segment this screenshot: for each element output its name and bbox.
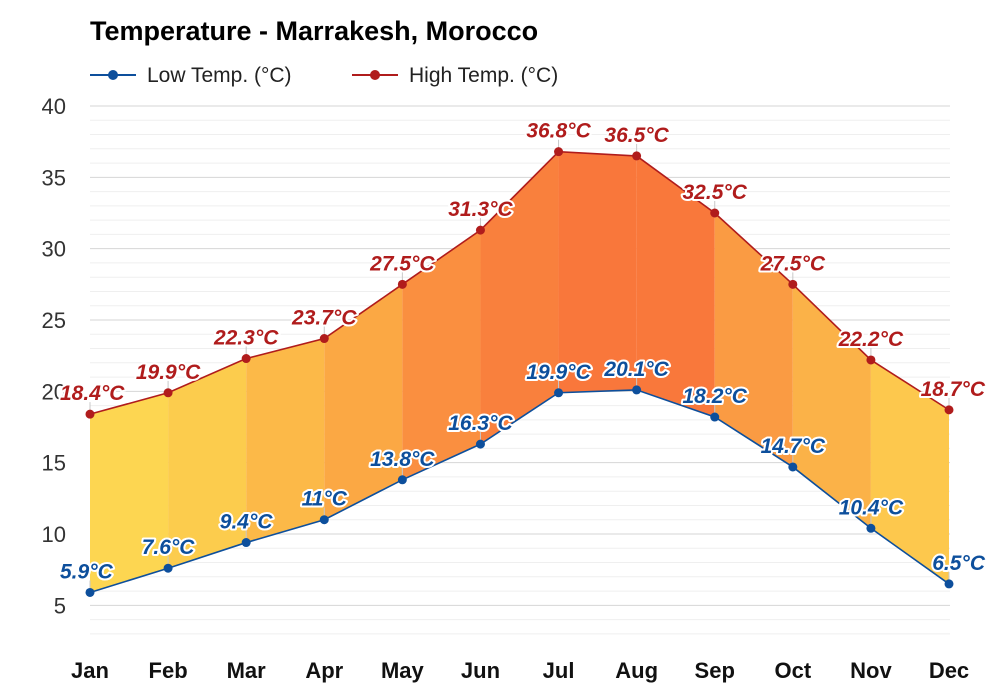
high-temp-point-feb[interactable] bbox=[163, 388, 173, 398]
low-temp-label-jun: 16.3°C bbox=[448, 412, 513, 435]
x-tick-label-may: May bbox=[381, 658, 425, 683]
area-band-jun bbox=[480, 151, 559, 445]
low-temp-point-oct[interactable] bbox=[788, 462, 798, 472]
y-tick-label: 35 bbox=[42, 165, 66, 190]
area-band-sep bbox=[714, 213, 793, 467]
data-points bbox=[85, 139, 954, 597]
low-temp-label-feb: 7.6°C bbox=[142, 536, 196, 559]
low-temp-point-apr[interactable] bbox=[319, 515, 329, 525]
legend-marker-high bbox=[370, 70, 380, 80]
area-band-apr bbox=[324, 284, 403, 520]
legend-item-low[interactable]: Low Temp. (°C) bbox=[90, 64, 292, 87]
high-temp-label-jun: 31.3°C bbox=[448, 198, 513, 221]
x-axis: Jan Feb Mar Apr May Jun Jul Aug Sep Oct Nov Dec bbox=[71, 658, 969, 683]
x-tick-label-aug: Aug bbox=[615, 658, 658, 683]
low-temp-label-nov: 10.4°C bbox=[839, 496, 904, 519]
x-tick-label-nov: Nov bbox=[850, 658, 892, 683]
area-band-aug bbox=[636, 155, 715, 418]
high-temp-point-dec[interactable] bbox=[944, 405, 954, 415]
low-temp-point-dec[interactable] bbox=[944, 579, 954, 589]
x-tick-label-apr: Apr bbox=[305, 658, 343, 683]
y-tick-label: 15 bbox=[42, 451, 66, 476]
high-temp-label-oct: 27.5°C bbox=[760, 252, 826, 275]
area-band-nov bbox=[870, 359, 949, 584]
low-temp-label-apr: 11°C bbox=[302, 488, 348, 511]
x-tick-label-feb: Feb bbox=[149, 658, 188, 683]
high-temp-line bbox=[89, 150, 950, 415]
area-band-feb bbox=[168, 358, 247, 569]
y-tick-label: 20 bbox=[42, 379, 66, 404]
high-temp-point-aug[interactable] bbox=[632, 151, 642, 161]
low-temp-label-jan: 5.9°C bbox=[60, 560, 114, 583]
area-band-mar bbox=[246, 338, 325, 543]
data-labels: 5.9°C 7.6°C 9.4°C 11°C 13.8°C 16.3°C 19.9°C 20.… bbox=[58, 118, 988, 586]
low-temp-point-jun[interactable] bbox=[475, 439, 485, 449]
y-tick-label: 10 bbox=[42, 522, 66, 547]
y-tick-label: 30 bbox=[42, 237, 66, 262]
high-temp-point-may[interactable] bbox=[397, 279, 407, 289]
area-bands bbox=[90, 151, 949, 593]
low-temp-label-aug: 20.1°C bbox=[603, 358, 669, 381]
low-temp-point-jan[interactable] bbox=[85, 587, 95, 597]
high-temp-point-jul[interactable] bbox=[554, 147, 564, 157]
low-temp-point-feb[interactable] bbox=[163, 563, 173, 573]
high-temp-label-aug: 36.5°C bbox=[604, 124, 669, 147]
chart-title: Temperature - Marrakesh, Morocco bbox=[90, 16, 538, 46]
low-temp-point-may[interactable] bbox=[397, 475, 407, 485]
low-temp-label-sep: 18.2°C bbox=[683, 385, 748, 408]
low-temp-label-mar: 9.4°C bbox=[220, 511, 274, 534]
x-tick-label-jul: Jul bbox=[543, 658, 575, 683]
low-temp-label-may: 13.8°C bbox=[370, 448, 435, 471]
legend: Low Temp. (°C) High Temp. (°C) bbox=[90, 64, 558, 87]
low-temp-label-jul: 19.9°C bbox=[526, 361, 591, 384]
legend-marker-low bbox=[108, 70, 118, 80]
low-temp-point-aug[interactable] bbox=[632, 385, 642, 395]
high-temp-point-jan[interactable] bbox=[85, 409, 95, 419]
x-tick-label-jan: Jan bbox=[71, 658, 109, 683]
low-temp-point-nov[interactable] bbox=[866, 523, 876, 533]
high-temp-label-nov: 22.2°C bbox=[838, 328, 904, 351]
high-temp-label-may: 27.5°C bbox=[369, 252, 435, 275]
high-temp-label-jul: 36.8°C bbox=[526, 120, 591, 143]
high-temp-point-oct[interactable] bbox=[788, 279, 798, 289]
area-band-oct bbox=[792, 284, 871, 529]
series-lines bbox=[89, 150, 950, 594]
high-temp-label-dec: 18.7°C bbox=[921, 378, 986, 401]
y-tick-label: 5 bbox=[54, 593, 66, 618]
low-temp-line bbox=[89, 389, 950, 594]
x-tick-label-jun: Jun bbox=[461, 658, 500, 683]
y-axis: 5 10 15 20 25 30 35 40 bbox=[42, 94, 66, 618]
y-tick-label: 40 bbox=[42, 94, 66, 119]
high-temp-point-sep[interactable] bbox=[710, 208, 720, 218]
low-temp-label-oct: 14.7°C bbox=[761, 435, 826, 458]
x-tick-label-oct: Oct bbox=[774, 658, 811, 683]
low-temp-label-dec: 6.5°C bbox=[932, 552, 986, 575]
legend-label-high: High Temp. (°C) bbox=[409, 64, 558, 87]
area-band-jul bbox=[558, 151, 637, 393]
legend-item-high[interactable]: High Temp. (°C) bbox=[352, 64, 558, 87]
legend-label-low: Low Temp. (°C) bbox=[147, 64, 292, 87]
low-temp-point-jul[interactable] bbox=[554, 388, 564, 398]
low-temp-point-sep[interactable] bbox=[710, 412, 720, 422]
x-tick-label-dec: Dec bbox=[929, 658, 969, 683]
x-tick-label-mar: Mar bbox=[227, 658, 267, 683]
high-temp-point-jun[interactable] bbox=[475, 225, 485, 235]
high-temp-label-apr: 23.7°C bbox=[291, 307, 357, 330]
high-temp-label-feb: 19.9°C bbox=[136, 361, 201, 384]
high-temp-label-jan: 18.4°C bbox=[60, 382, 125, 405]
high-temp-point-mar[interactable] bbox=[241, 354, 251, 364]
y-tick-label: 25 bbox=[42, 308, 66, 333]
high-temp-point-apr[interactable] bbox=[319, 334, 329, 344]
high-temp-label-sep: 32.5°C bbox=[683, 181, 748, 204]
high-temp-label-mar: 22.3°C bbox=[213, 327, 279, 350]
x-tick-label-sep: Sep bbox=[695, 658, 735, 683]
area-band-may bbox=[402, 230, 481, 480]
area-band-jan bbox=[90, 392, 169, 593]
high-temp-point-nov[interactable] bbox=[866, 355, 876, 365]
low-temp-point-mar[interactable] bbox=[241, 538, 251, 548]
